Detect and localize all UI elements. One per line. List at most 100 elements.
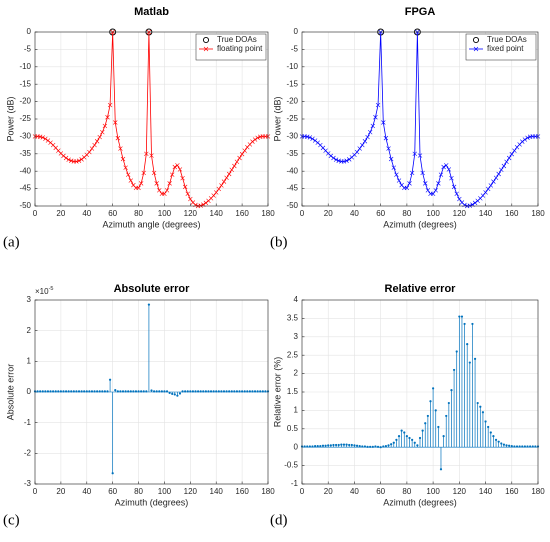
x-tick-label: 180: [261, 487, 275, 496]
point-marker: [360, 142, 365, 148]
axes-box: [301, 299, 539, 485]
point-marker: [491, 179, 496, 184]
point-marker: [430, 191, 436, 197]
stem-marker: [390, 443, 393, 446]
stem-marker: [479, 405, 482, 408]
stem-marker: [466, 343, 469, 346]
stem-marker: [101, 390, 104, 393]
stem-marker: [194, 390, 197, 393]
point-marker: [467, 203, 473, 208]
stem-marker: [256, 390, 259, 393]
stem-marker: [251, 390, 254, 393]
x-tick-label: 0: [33, 209, 38, 218]
point-marker: [105, 115, 110, 120]
point-marker: [237, 155, 242, 161]
x-tick-label: 160: [235, 209, 249, 218]
point-marker: [357, 146, 362, 151]
point-marker: [40, 135, 45, 140]
stem-marker: [98, 390, 101, 393]
x-tick-label: 180: [531, 487, 545, 496]
point-marker: [182, 184, 188, 190]
point-marker: [344, 158, 349, 163]
stem-marker: [324, 444, 327, 447]
stem-marker: [189, 390, 192, 393]
point-marker: [232, 163, 237, 169]
stem-marker: [137, 390, 140, 393]
x-tick-label: 0: [33, 487, 38, 496]
chart-title: FPGA: [405, 6, 436, 18]
point-marker: [92, 142, 97, 148]
stem-marker: [513, 445, 516, 448]
point-marker: [162, 191, 167, 197]
point-marker: [451, 184, 457, 190]
stem-marker: [342, 443, 346, 446]
y-tick-label: -40: [286, 166, 298, 175]
stem-marker: [371, 445, 374, 448]
stem-marker: [369, 445, 372, 448]
point-marker: [312, 138, 318, 143]
stem-marker: [181, 390, 184, 393]
stem-marker: [481, 411, 485, 414]
stem-marker: [129, 390, 132, 393]
point-marker: [436, 181, 441, 186]
stem-marker: [395, 438, 398, 441]
stem-marker: [241, 390, 244, 393]
stem-marker: [353, 444, 356, 447]
stem-marker: [204, 390, 207, 393]
point-marker: [107, 102, 113, 108]
point-marker: [438, 172, 444, 177]
stem-marker: [209, 390, 213, 393]
point-marker: [37, 134, 43, 139]
point-marker: [506, 155, 512, 161]
stem-marker: [489, 431, 492, 434]
y-tick-label: -1: [291, 479, 299, 488]
stem-marker: [173, 393, 176, 396]
stem-marker: [108, 378, 112, 381]
point-marker: [102, 123, 108, 129]
stem-marker: [529, 445, 532, 448]
y-tick-label: -45: [19, 184, 31, 193]
stem-marker: [96, 390, 99, 393]
point-marker: [391, 165, 396, 170]
stem-marker: [400, 429, 403, 432]
x-axis-label: Azimuth angle (degrees): [102, 219, 200, 229]
stem-marker: [505, 444, 508, 447]
y-tick-label: -5: [24, 45, 32, 54]
point-marker: [154, 181, 159, 186]
point-marker: [214, 190, 219, 195]
point-marker: [509, 151, 514, 157]
y-tick-label: -15: [19, 79, 31, 88]
x-tick-label: 60: [108, 209, 117, 218]
point-marker: [203, 200, 209, 206]
point-marker: [151, 170, 157, 176]
stem-marker: [72, 390, 75, 393]
stem-marker: [492, 435, 495, 438]
point-marker: [255, 135, 260, 141]
point-marker: [79, 157, 84, 162]
stem-marker: [111, 472, 114, 475]
point-marker: [234, 159, 240, 165]
y-tick-label: 0: [294, 442, 299, 451]
stem-marker: [54, 390, 57, 393]
point-marker: [485, 186, 491, 192]
x-tick-label: 180: [261, 209, 275, 218]
x-tick-label: 140: [210, 487, 224, 496]
x-tick-label: 160: [505, 209, 519, 218]
stem-marker: [233, 390, 236, 393]
point-marker: [409, 170, 415, 176]
y-axis-label: Power (dB): [272, 96, 282, 141]
stem-marker: [437, 425, 440, 429]
point-marker: [328, 153, 334, 159]
stem-marker: [374, 445, 377, 448]
y-multiplier-base: ×10: [35, 287, 49, 296]
x-tick-label: 140: [479, 209, 493, 218]
stem-marker: [311, 445, 314, 448]
x-tick-label: 40: [350, 487, 359, 496]
legend-label: True DOAs: [217, 35, 257, 44]
point-marker: [141, 170, 146, 176]
y-multiplier-exponent: -5: [49, 286, 54, 292]
y-tick-label: -10: [19, 62, 31, 71]
point-marker: [512, 148, 517, 153]
point-marker: [198, 203, 203, 208]
point-marker: [45, 138, 51, 143]
